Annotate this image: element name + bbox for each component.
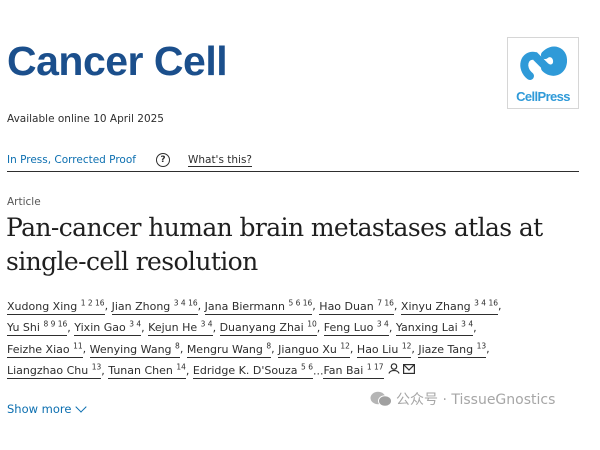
- author-name: Jana Biermann: [204, 299, 285, 313]
- author-link[interactable]: Hao Duan 7 16: [319, 298, 394, 315]
- author-name: Fan Bai: [323, 364, 364, 378]
- author-name: Hao Liu: [356, 342, 399, 356]
- author-affiliations: 3 4: [376, 319, 389, 329]
- author-link[interactable]: Wenying Wang 8: [89, 341, 180, 358]
- author-affiliations: 3 4 16: [474, 298, 499, 307]
- author-link[interactable]: Jianguo Xu 12: [278, 341, 350, 358]
- author-affiliations: 13: [91, 362, 102, 372]
- author-affiliations: 3 4 16: [173, 298, 198, 307]
- author-name: Jian Zhong: [111, 299, 171, 313]
- author-link[interactable]: Feng Luo 3 4: [323, 319, 389, 337]
- author-link[interactable]: Mengru Wang 8: [186, 341, 272, 358]
- author-link[interactable]: Liangzhao Chu 13: [7, 362, 102, 380]
- author-row: Xudong Xing 1 2 16, Jian Zhong 3 4 16, J…: [7, 298, 502, 315]
- author-name: Liangzhao Chu: [7, 364, 89, 378]
- article-type: Article: [7, 196, 41, 208]
- wechat-icon: [370, 391, 392, 407]
- author-list: Xudong Xing 1 2 16, Jian Zhong 3 4 16, J…: [7, 298, 502, 384]
- author-row: Feizhe Xiao 11, Wenying Wang 8, Mengru W…: [7, 341, 490, 358]
- author-affiliations: 5 6: [301, 362, 313, 372]
- author-row: Yu Shi 8 9 16, Yixin Gao 3 4, Kejun He 3…: [7, 319, 477, 337]
- author-name: Xinyu Zhang: [400, 299, 471, 313]
- question-circle-icon[interactable]: ?: [155, 153, 170, 167]
- author-name: Wenying Wang: [89, 342, 172, 356]
- article-title: Pan-cancer human brain metastases atlas …: [6, 211, 586, 279]
- author-name: Yu Shi: [7, 321, 40, 335]
- author-affiliations: 14: [176, 362, 186, 372]
- author-name: Duanyang Zhai: [219, 321, 304, 335]
- author-name: Feng Luo: [323, 321, 374, 335]
- author-affiliations: 12: [401, 341, 412, 350]
- author-name: Feizhe Xiao: [7, 342, 70, 356]
- author-affiliations: 8: [175, 341, 180, 350]
- watermark: 公众号 · TissueGnostics: [370, 389, 555, 409]
- author-name: Tunan Chen: [108, 364, 173, 378]
- author-affiliations: 13: [476, 341, 487, 350]
- journal-title[interactable]: Cancer Cell: [7, 38, 228, 84]
- title-line: single-cell resolution: [6, 247, 258, 276]
- author-affiliations: 11: [73, 341, 83, 350]
- author-link[interactable]: Jana Biermann 5 6 16: [204, 298, 313, 315]
- author-affiliations: 3 4: [461, 319, 474, 329]
- author-name: Mengru Wang: [186, 342, 263, 356]
- show-more-label: Show more: [7, 402, 72, 416]
- author-link[interactable]: Fan Bai 1 17: [323, 362, 384, 380]
- author-link[interactable]: Hao Liu 12: [356, 341, 412, 358]
- author-affiliations: 8: [266, 341, 272, 350]
- author-link[interactable]: Feizhe Xiao 11: [7, 341, 83, 358]
- author-link[interactable]: Jian Zhong 3 4 16: [111, 298, 198, 315]
- author-link[interactable]: Duanyang Zhai 10: [219, 319, 317, 337]
- author-link[interactable]: Xudong Xing 1 2 16: [7, 298, 105, 315]
- whats-this-link[interactable]: What's this?: [187, 153, 252, 167]
- author-affiliations: 1 2 16: [80, 298, 105, 307]
- watermark-text: 公众号 · TissueGnostics: [396, 392, 556, 408]
- author-link[interactable]: Xinyu Zhang 3 4 16: [400, 298, 499, 315]
- cellpress-logo[interactable]: CellPress: [507, 37, 579, 109]
- chevron-down-icon: [75, 401, 88, 413]
- author-affiliations: 12: [340, 341, 350, 350]
- author-name: Kejun He: [148, 321, 198, 335]
- author-link[interactable]: Yu Shi 8 9 16: [7, 319, 68, 337]
- author-affiliations: 1 17: [366, 362, 384, 372]
- author-name: Yanxing Lai: [395, 321, 458, 335]
- cellpress-logo-icon: [520, 46, 567, 80]
- cellpress-logo-text: CellPress: [516, 89, 570, 104]
- author-link[interactable]: Tunan Chen 14: [108, 362, 186, 380]
- available-online-date: Available online 10 April 2025: [7, 113, 164, 125]
- show-more-button[interactable]: Show more: [7, 401, 88, 416]
- author-link[interactable]: Jiaze Tang 13: [418, 341, 487, 358]
- author-name: Jiaze Tang: [418, 342, 474, 356]
- author-name: Yixin Gao: [74, 321, 126, 335]
- author-link[interactable]: Yanxing Lai 3 4: [395, 319, 474, 337]
- author-affiliations: 10: [307, 319, 317, 329]
- in-press-link[interactable]: In Press, Corrected Proof: [7, 154, 136, 166]
- author-affiliations: 5 6 16: [288, 298, 313, 307]
- author-name: Edridge K. D'Souza: [192, 364, 298, 378]
- author-affiliations: 3 4: [129, 319, 142, 329]
- author-name: Jianguo Xu: [278, 342, 337, 356]
- author-name: Xudong Xing: [7, 299, 78, 313]
- author-link[interactable]: Yixin Gao 3 4: [74, 319, 142, 337]
- author-link[interactable]: Edridge K. D'Souza 5 6: [192, 362, 313, 380]
- author-affiliations: 8 9 16: [43, 319, 68, 329]
- author-link[interactable]: Kejun He 3 4: [148, 319, 213, 337]
- article-status: In Press, Corrected Proof ? What's this?: [7, 153, 252, 167]
- title-line: Pan-cancer human brain metastases atlas …: [6, 213, 543, 242]
- author-row: Liangzhao Chu 13, Tunan Chen 14, Edridge…: [7, 363, 502, 385]
- person-icon[interactable]: [387, 363, 400, 374]
- author-affiliations: 3 4: [200, 319, 213, 329]
- author-affiliations: 7 16: [377, 298, 394, 307]
- author-name: Hao Duan: [319, 299, 374, 313]
- divider: [7, 171, 579, 172]
- envelope-icon[interactable]: [403, 364, 416, 375]
